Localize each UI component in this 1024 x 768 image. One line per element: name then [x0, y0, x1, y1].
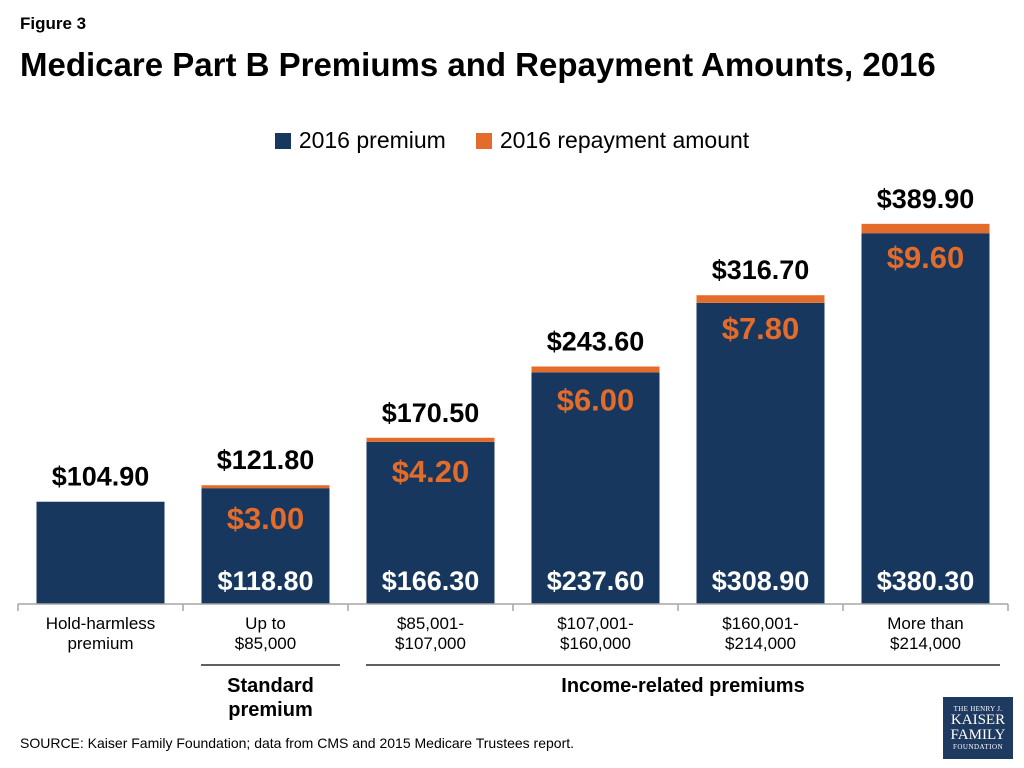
repayment-label-1: $3.00	[227, 501, 305, 536]
category-label-1-1: $85,000	[235, 634, 296, 653]
legend-swatch-premium	[274, 132, 291, 149]
category-label-3-0: $107,001-	[557, 614, 634, 633]
total-label-2: $170.50	[382, 398, 480, 428]
kff-logo: THE HENRY J. KAISER FAMILY FOUNDATION	[943, 697, 1013, 759]
premium-label-5: $380.30	[877, 566, 975, 596]
total-label-0: $104.90	[52, 462, 150, 492]
bar-premium-3	[531, 372, 660, 604]
bar-premium-5	[861, 233, 990, 604]
legend-swatch-repayment	[475, 132, 492, 149]
legend-item-premium: 2016 premium	[274, 127, 446, 154]
logo-line-3: FAMILY	[950, 727, 1006, 743]
bar-premium-4	[696, 302, 825, 604]
category-label-5-0: More than	[887, 614, 964, 633]
repayment-label-4: $7.80	[722, 311, 800, 346]
legend-label-premium: 2016 premium	[298, 127, 446, 153]
total-label-5: $389.90	[877, 184, 975, 214]
category-label-2-1: $107,000	[395, 634, 466, 653]
category-label-4-1: $214,000	[725, 634, 796, 653]
total-label-3: $243.60	[547, 326, 645, 356]
bar-premium-2	[366, 441, 495, 604]
premium-label-4: $308.90	[712, 566, 810, 596]
bar-repayment-4	[696, 295, 825, 303]
legend-item-repayment: 2016 repayment amount	[475, 127, 750, 154]
bar-repayment-3	[531, 366, 660, 373]
figure-label: Figure 3	[20, 14, 87, 33]
category-label-2-0: $85,001-	[397, 614, 464, 633]
repayment-label-5: $9.60	[887, 240, 965, 275]
category-label-5-1: $214,000	[890, 634, 961, 653]
bar-repayment-5	[861, 223, 990, 234]
category-label-1-0: Up to	[245, 614, 286, 633]
premium-label-2: $166.30	[382, 566, 480, 596]
logo-line-1: THE HENRY J.	[953, 705, 1003, 713]
source-note: SOURCE: Kaiser Family Foundation; data f…	[20, 735, 575, 751]
total-label-1: $121.80	[217, 445, 315, 475]
repayment-label-3: $6.00	[557, 382, 635, 417]
category-label-4-0: $160,001-	[722, 614, 799, 633]
bar-premium-1	[201, 488, 330, 604]
total-label-4: $316.70	[712, 255, 810, 285]
premium-label-3: $237.60	[547, 566, 645, 596]
bar-chart: $104.90Hold-harmlesspremium$121.80$3.00$…	[17, 184, 1009, 721]
bar-repayment-2	[366, 437, 495, 442]
bar-premium-0	[36, 501, 165, 604]
legend: 2016 premium 2016 repayment amount	[0, 127, 1024, 154]
bar-repayment-1	[201, 485, 330, 489]
category-label-0-0: Hold-harmless	[46, 614, 156, 633]
chart-title: Medicare Part B Premiums and Repayment A…	[20, 46, 936, 83]
group-label-0-1: premium	[228, 699, 312, 721]
category-label-0-1: premium	[67, 634, 133, 653]
repayment-label-2: $4.20	[392, 454, 470, 489]
group-label-1-0: Income-related premiums	[561, 675, 804, 697]
logo-line-2: KAISER	[950, 712, 1006, 728]
group-label-0-0: Standard	[227, 675, 314, 697]
logo-line-4: FOUNDATION	[952, 743, 1004, 751]
legend-label-repayment: 2016 repayment amount	[499, 127, 750, 153]
premium-label-1: $118.80	[217, 566, 313, 596]
category-label-3-1: $160,000	[560, 634, 631, 653]
